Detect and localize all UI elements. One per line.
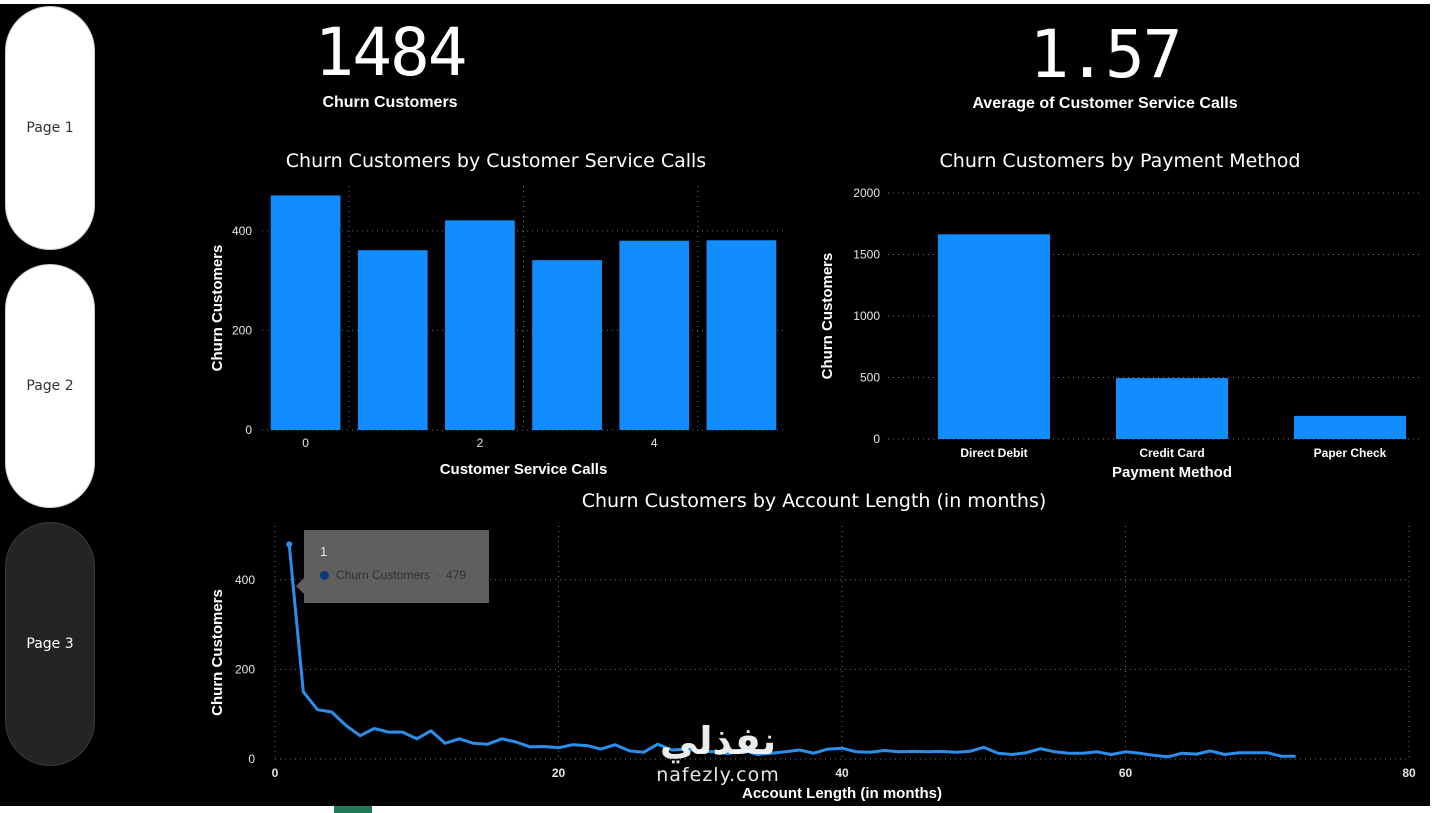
chart-title-service-calls: Churn Customers by Customer Service Call…	[285, 150, 707, 172]
bar-calls-1	[357, 250, 428, 430]
nav-button-page-1[interactable]: Page 1	[5, 6, 95, 250]
bar-calls-0	[270, 195, 341, 430]
x-axis-title: Customer Service Calls	[440, 461, 608, 478]
tooltip-row: Churn Customers · 479	[320, 568, 489, 582]
watermark: نفذلي nafezly.com	[628, 722, 808, 786]
tooltip-header: 1	[320, 544, 328, 559]
category-label: Credit Card	[1139, 446, 1204, 460]
y-tick-label: 400	[232, 224, 252, 238]
category-label: Paper Check	[1314, 446, 1387, 460]
kpi-churn-label: Churn Customers	[322, 94, 458, 111]
y-tick-label: 200	[235, 662, 255, 676]
bar-calls-4	[619, 240, 690, 430]
chart-tooltip: 1 Churn Customers · 479	[296, 530, 489, 603]
x-axis-title: Payment Method	[1112, 464, 1232, 481]
x-axis-title: Account Length (in months)	[742, 785, 942, 802]
kpi-churn-value: 1484	[314, 14, 468, 91]
active-sheet-tab[interactable]	[334, 806, 372, 813]
x-tick-label: 0	[272, 766, 279, 780]
kpi-calls-label: Average of Customer Service Calls	[972, 95, 1238, 112]
category-label: Direct Debit	[960, 446, 1027, 460]
bar-calls-3	[532, 260, 602, 430]
y-tick-label: 500	[860, 371, 880, 385]
y-tick-label: 400	[235, 573, 255, 587]
nav-button-page-3[interactable]: Page 3	[5, 522, 95, 766]
y-axis-title: Churn Customers	[209, 245, 226, 372]
bar-payment-3	[1294, 415, 1406, 439]
highlighted-point	[286, 541, 293, 548]
service-calls-chart: 0 200 400 0 2 4 Customer Service Calls Churn Cu…	[209, 186, 785, 478]
nav-button-page-2[interactable]: Page 2	[5, 264, 95, 508]
y-tick-label: 2000	[853, 186, 880, 200]
x-tick-label: 0	[302, 436, 309, 450]
tooltip-separator: ·	[436, 568, 441, 582]
x-tick-label: 80	[1402, 766, 1416, 780]
nav-button-label: Page 2	[26, 378, 74, 394]
bar-calls-2	[445, 220, 515, 430]
chart-title-payment-method: Churn Customers by Payment Method	[939, 150, 1301, 172]
y-tick-label: 1000	[853, 309, 880, 323]
x-tick-label: 20	[552, 766, 566, 780]
tooltip-series-dot	[320, 570, 329, 580]
bar-calls-5	[706, 240, 777, 430]
kpi-calls-value: 1.57	[1029, 16, 1183, 93]
nav-button-label: Page 1	[26, 120, 74, 136]
watermark-logo: نفذلي	[659, 719, 777, 763]
payment-method-chart: 0 500 1000 1500 2000 Direct Debit Credit Card P…	[819, 186, 1422, 481]
bar-payment-1	[938, 234, 1050, 439]
tooltip-series-name: Churn Customers	[336, 568, 431, 582]
y-tick-label: 0	[873, 432, 880, 446]
y-axis-title: Churn Customers	[819, 253, 836, 380]
y-tick-label: 1500	[853, 248, 880, 262]
bottom-tab-strip	[0, 806, 1434, 813]
y-tick-label: 0	[248, 752, 255, 766]
x-tick-label: 60	[1119, 766, 1133, 780]
x-tick-label: 2	[477, 436, 484, 450]
churn-line-series	[287, 544, 1296, 759]
y-tick-label: 200	[232, 323, 252, 337]
account-length-chart: 0 200 400 0 20 40 60 80 Account Length (in month…	[209, 526, 1416, 802]
tooltip-value: 479	[446, 568, 467, 582]
watermark-url: nafezly.com	[656, 764, 780, 786]
x-tick-label: 40	[835, 766, 849, 780]
x-tick-label: 4	[651, 436, 658, 450]
y-axis-title: Churn Customers	[209, 589, 226, 716]
chart-title-account-length: Churn Customers by Account Length (in mo…	[581, 490, 1047, 512]
y-tick-label: 0	[245, 423, 252, 437]
nav-button-label: Page 3	[26, 636, 74, 652]
bar-payment-2	[1116, 378, 1228, 439]
